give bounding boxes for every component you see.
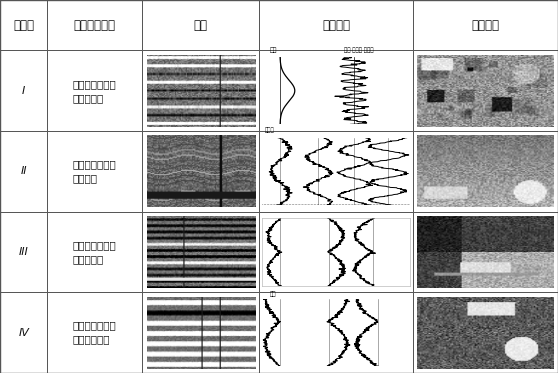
Bar: [47, 212, 142, 292]
Text: 弱振、低连、中
频、波状: 弱振、低连、中 频、波状: [73, 159, 117, 184]
Bar: [413, 212, 558, 292]
Bar: [47, 131, 142, 212]
Text: 电性特征: 电性特征: [322, 19, 350, 32]
Bar: [142, 212, 259, 292]
Bar: [142, 292, 259, 373]
Bar: [142, 50, 259, 131]
Bar: [259, 0, 413, 50]
Bar: [47, 292, 142, 373]
Text: 中振、中连、中
频、亚平行: 中振、中连、中 频、亚平行: [73, 240, 117, 264]
Text: I: I: [22, 86, 25, 96]
Text: II: II: [21, 166, 27, 176]
Bar: [259, 50, 413, 131]
Bar: [0, 50, 47, 131]
Text: 图版: 图版: [194, 19, 208, 32]
Bar: [0, 0, 47, 50]
Bar: [0, 212, 47, 292]
Text: 强振、中高连、
中低频、平行: 强振、中高连、 中低频、平行: [73, 321, 117, 345]
Bar: [142, 0, 259, 50]
Bar: [47, 0, 142, 50]
Bar: [259, 131, 413, 212]
Bar: [0, 292, 47, 373]
Bar: [47, 50, 142, 131]
Bar: [259, 212, 413, 292]
Text: 岩性特征: 岩性特征: [472, 19, 499, 32]
Bar: [259, 292, 413, 373]
Bar: [413, 50, 558, 131]
Bar: [413, 131, 558, 212]
Bar: [142, 131, 259, 212]
Text: 相类型: 相类型: [13, 19, 34, 32]
Bar: [413, 292, 558, 373]
Bar: [413, 0, 558, 50]
Bar: [0, 131, 47, 212]
Text: 中振、低连、中
频、亚平行: 中振、低连、中 频、亚平行: [73, 79, 117, 103]
Text: III: III: [19, 247, 28, 257]
Text: IV: IV: [18, 327, 29, 338]
Text: 地震反射特征: 地震反射特征: [74, 19, 116, 32]
